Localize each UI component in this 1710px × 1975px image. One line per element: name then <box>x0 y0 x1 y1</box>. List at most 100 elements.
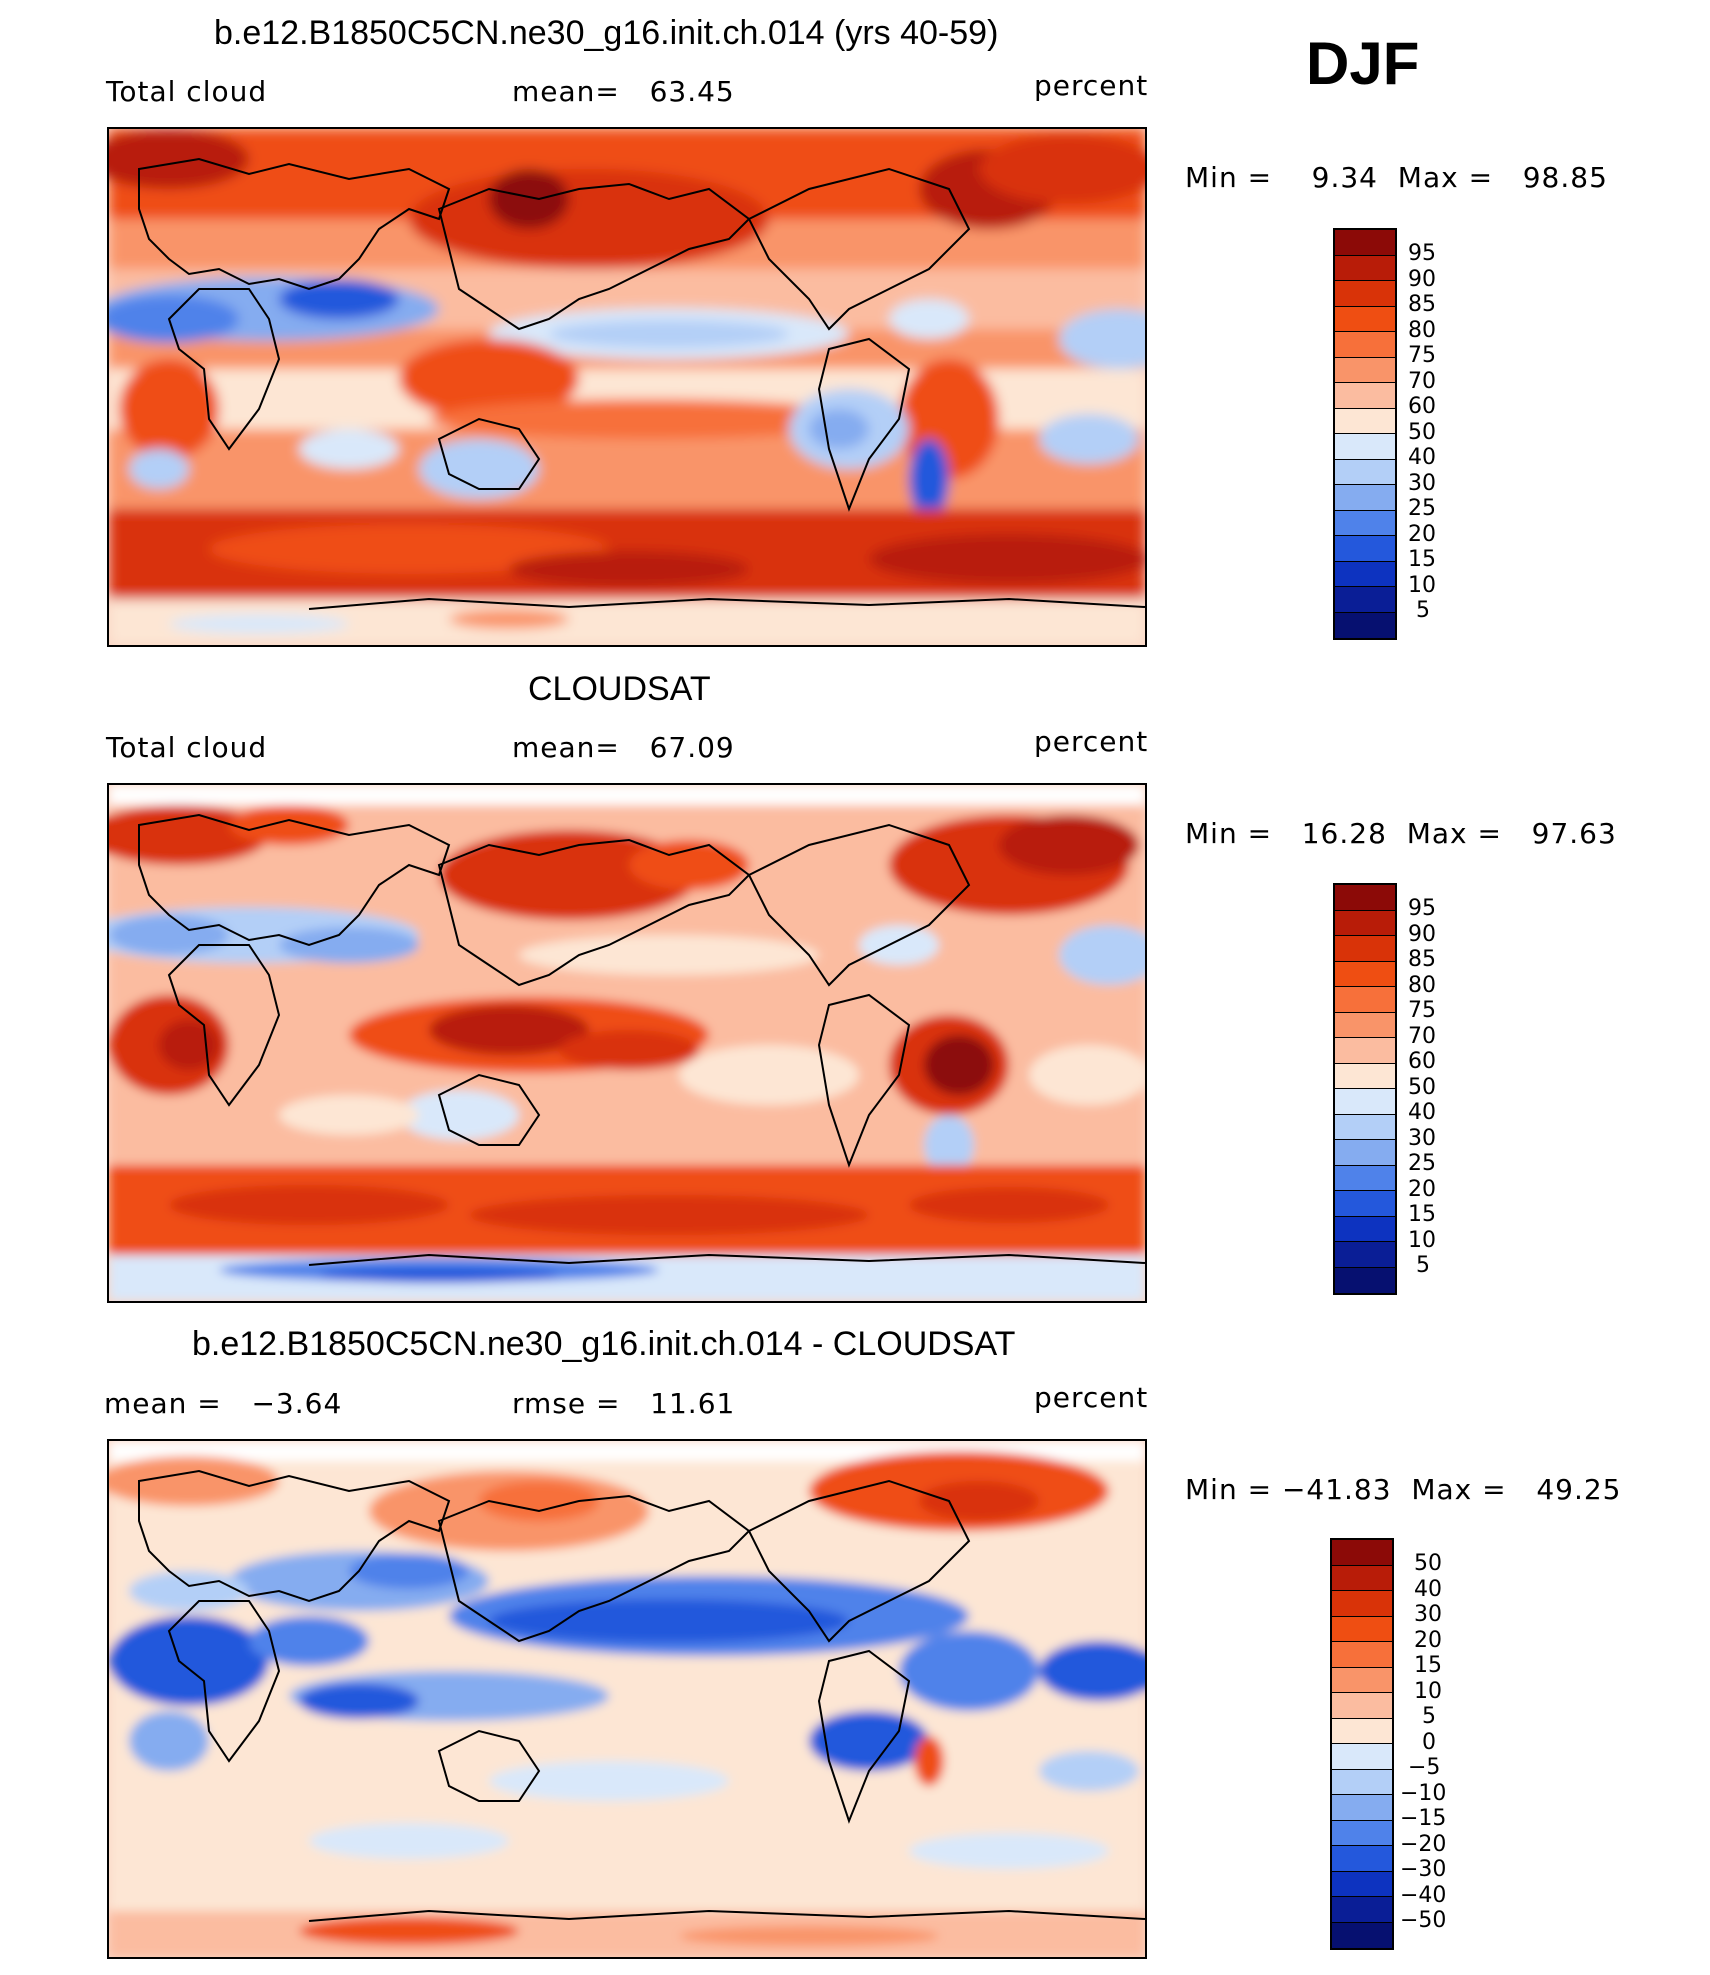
panel1-tick: 60 <box>1408 394 1436 419</box>
panel3-tick: −30 <box>1400 1857 1447 1882</box>
panel2-cbar-swatch <box>1335 1114 1395 1140</box>
panel1-cbar-swatch <box>1335 306 1395 332</box>
panel3-units-label: percent <box>1034 1381 1149 1414</box>
season-label: DJF <box>1306 30 1420 97</box>
panel1-cbar-swatch <box>1335 536 1395 562</box>
panel1-cbar-swatch <box>1335 561 1395 587</box>
panel1-cbar-swatch <box>1335 485 1395 511</box>
panel2-tick: 30 <box>1408 1126 1436 1151</box>
panel1-tick: 15 <box>1408 547 1436 572</box>
panel3-cbar-swatch <box>1332 1718 1392 1744</box>
cloudsat-total-cloud-map <box>107 783 1147 1303</box>
panel3-cbar-swatch <box>1332 1871 1392 1897</box>
panel2-tick: 60 <box>1408 1049 1436 1074</box>
panel1-cbar-swatch <box>1335 255 1395 281</box>
panel2-variable-label: Total cloud <box>106 731 268 764</box>
panel1-cbar-swatch <box>1335 230 1395 256</box>
panel1-tick: 80 <box>1408 318 1436 343</box>
panel2-cbar-swatch <box>1335 1242 1395 1268</box>
panel3-cbar-swatch <box>1332 1820 1392 1846</box>
panel2-cbar-swatch <box>1335 1216 1395 1242</box>
panel2-cbar-swatch <box>1335 885 1395 911</box>
panel3-cbar-swatch <box>1332 1540 1392 1566</box>
panel3-cbar-swatch <box>1332 1642 1392 1668</box>
panel1-tick: 90 <box>1408 267 1436 292</box>
panel2-tick: 95 <box>1408 896 1436 921</box>
panel3-cbar-swatch <box>1332 1846 1392 1872</box>
panel2-mean-label: mean= 67.09 <box>512 731 735 764</box>
panel2-cbar-swatch <box>1335 1038 1395 1064</box>
panel2-tick: 20 <box>1408 1177 1436 1202</box>
panel2-tick: 90 <box>1408 922 1436 947</box>
panel2-cbar-swatch <box>1335 1267 1395 1293</box>
panel2-colorbar <box>1333 883 1397 1295</box>
panel1-tick: 30 <box>1408 471 1436 496</box>
panel1-tick: 25 <box>1408 496 1436 521</box>
panel3-tick: 15 <box>1414 1653 1442 1678</box>
panel1-tick: 20 <box>1408 522 1436 547</box>
panel3-tick: 0 <box>1422 1730 1436 1755</box>
panel1-tick: 75 <box>1408 343 1436 368</box>
panel3-cbar-swatch <box>1332 1667 1392 1693</box>
panel2-tick: 70 <box>1408 1024 1436 1049</box>
panel1-cbar-swatch <box>1335 612 1395 638</box>
panel3-colorbar <box>1330 1538 1394 1950</box>
panel1-cbar-swatch <box>1335 383 1395 409</box>
panel2-units-label: percent <box>1034 725 1149 758</box>
panel1-tick: 85 <box>1408 292 1436 317</box>
panel3-tick: 5 <box>1422 1704 1436 1729</box>
panel3-mean-label: mean = −3.64 <box>104 1387 343 1420</box>
panel3-tick: −15 <box>1400 1806 1447 1831</box>
panel3-cbar-swatch <box>1332 1922 1392 1948</box>
panel2-tick: 5 <box>1416 1253 1430 1278</box>
panel1-cbar-swatch <box>1335 459 1395 485</box>
panel2-cbar-swatch <box>1335 1012 1395 1038</box>
panel1-units-label: percent <box>1034 69 1149 102</box>
panel2-tick: 85 <box>1408 947 1436 972</box>
panel3-cbar-swatch <box>1332 1795 1392 1821</box>
panel3-tick: 20 <box>1414 1628 1442 1653</box>
panel1-tick: 95 <box>1408 241 1436 266</box>
panel2-cbar-swatch <box>1335 1063 1395 1089</box>
panel3-tick: −20 <box>1400 1832 1447 1857</box>
panel2-minmax: Min = 16.28 Max = 97.63 <box>1185 817 1617 850</box>
panel1-cbar-swatch <box>1335 357 1395 383</box>
panel3-cbar-swatch <box>1332 1744 1392 1770</box>
panel2-tick: 80 <box>1408 973 1436 998</box>
panel2-cbar-swatch <box>1335 936 1395 962</box>
model-total-cloud-map <box>107 127 1147 647</box>
panel3-tick: 10 <box>1414 1679 1442 1704</box>
panel3-cbar-swatch <box>1332 1565 1392 1591</box>
panel2-cbar-swatch <box>1335 987 1395 1013</box>
panel1-colorbar <box>1333 228 1397 640</box>
panel3-tick: −5 <box>1408 1755 1441 1780</box>
panel1-cbar-swatch <box>1335 281 1395 307</box>
panel2-tick: 75 <box>1408 998 1436 1023</box>
panel3-cbar-swatch <box>1332 1897 1392 1923</box>
panel1-tick: 5 <box>1416 598 1430 623</box>
panel2-cbar-swatch <box>1335 1191 1395 1217</box>
panel1-mean-label: mean= 63.45 <box>512 75 735 108</box>
panel1-cbar-swatch <box>1335 332 1395 358</box>
panel2-cbar-swatch <box>1335 961 1395 987</box>
panel1-minmax: Min = 9.34 Max = 98.85 <box>1185 161 1608 194</box>
panel3-tick: −40 <box>1400 1883 1447 1908</box>
panel1-cbar-swatch <box>1335 408 1395 434</box>
panel1-tick: 40 <box>1408 445 1436 470</box>
panel1-cbar-swatch <box>1335 434 1395 460</box>
difference-map <box>107 1439 1147 1959</box>
panel3-cbar-swatch <box>1332 1769 1392 1795</box>
panel2-tick: 10 <box>1408 1228 1436 1253</box>
panel2-tick: 15 <box>1408 1202 1436 1227</box>
panel3-rmse-label: rmse = 11.61 <box>512 1387 736 1420</box>
panel3-cbar-swatch <box>1332 1591 1392 1617</box>
panel3-tick: 50 <box>1414 1551 1442 1576</box>
panel3-tick: −50 <box>1400 1908 1447 1933</box>
panel1-title: b.e12.B1850C5CN.ne30_g16.init.ch.014 (yr… <box>214 14 999 52</box>
panel2-cbar-swatch <box>1335 1165 1395 1191</box>
panel3-tick: −10 <box>1400 1781 1447 1806</box>
panel1-cbar-swatch <box>1335 587 1395 613</box>
panel1-tick: 50 <box>1408 420 1436 445</box>
panel2-tick: 40 <box>1408 1100 1436 1125</box>
panel2-cbar-swatch <box>1335 1140 1395 1166</box>
